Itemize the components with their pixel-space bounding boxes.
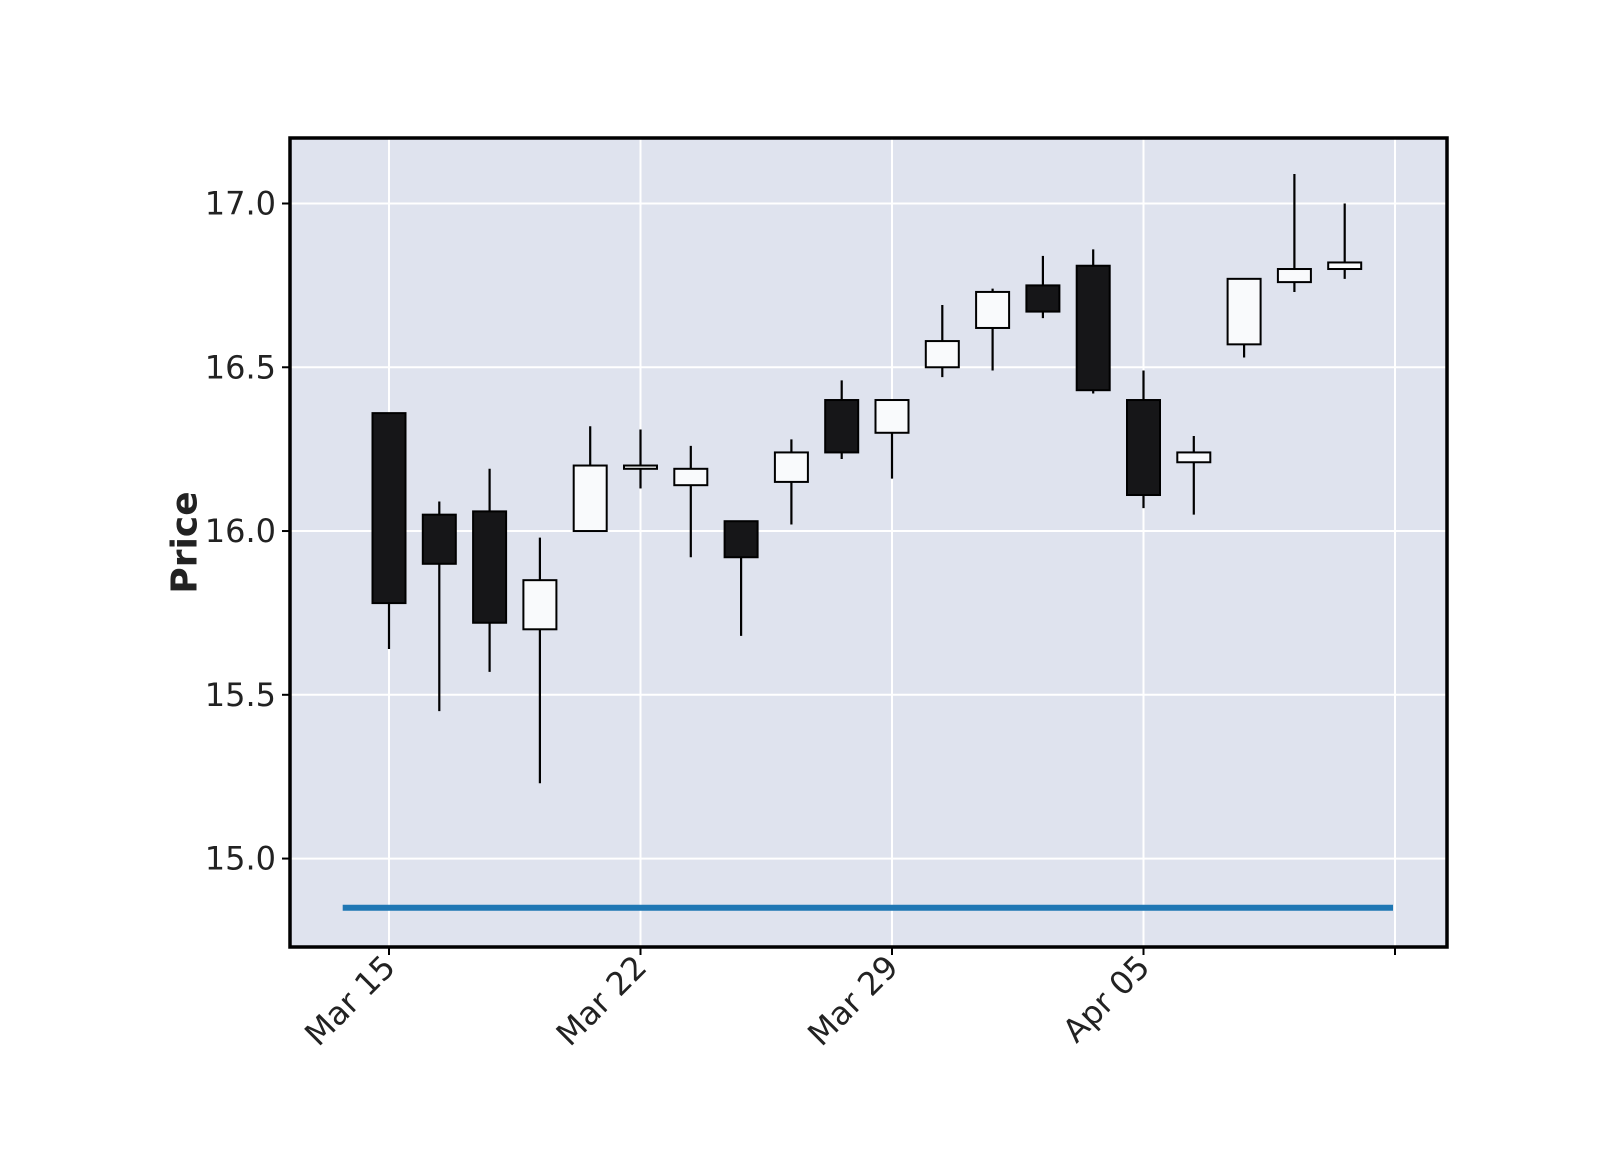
candle bbox=[421, 501, 457, 712]
y-tick-label: 15.0 bbox=[205, 840, 276, 878]
candle-body-up bbox=[623, 464, 658, 470]
x-tick-label: Mar 29 bbox=[800, 948, 906, 1054]
candle bbox=[623, 429, 658, 489]
x-tick-label: Mar 22 bbox=[549, 948, 655, 1054]
candle bbox=[572, 426, 608, 533]
candle-body-down bbox=[1075, 264, 1111, 392]
y-axis-ticks: 15.0 15.5 16.0 16.5 17.0 bbox=[205, 185, 290, 878]
candle bbox=[522, 537, 558, 784]
candle-body-up bbox=[874, 399, 910, 434]
candle bbox=[472, 468, 508, 672]
candle bbox=[1176, 436, 1212, 515]
candle bbox=[773, 439, 809, 525]
candle bbox=[874, 399, 910, 479]
y-tick-label: 15.5 bbox=[205, 676, 276, 714]
candle-body-down bbox=[421, 513, 457, 565]
candle-body-down bbox=[1126, 399, 1161, 497]
candle bbox=[673, 445, 709, 558]
plot-background bbox=[290, 138, 1447, 947]
candle-body-up bbox=[572, 464, 608, 533]
plot-frame bbox=[288, 136, 1449, 949]
candle bbox=[1276, 174, 1312, 292]
candle-body-up bbox=[673, 467, 709, 487]
candle bbox=[723, 520, 759, 636]
candle bbox=[975, 288, 1011, 371]
x-tick-label: Apr 05 bbox=[1055, 948, 1157, 1050]
y-tick-label: 16.0 bbox=[205, 512, 276, 550]
y-tick-label: 17.0 bbox=[205, 185, 276, 223]
candle-body-up bbox=[1327, 261, 1363, 271]
x-axis-ticks: Mar 15 Mar 22 Mar 29 Apr 05 bbox=[297, 947, 1396, 1054]
candle bbox=[1025, 255, 1061, 319]
candle-body-up bbox=[924, 340, 960, 369]
x-tick-label: Mar 15 bbox=[297, 948, 403, 1054]
candle-body-down bbox=[1025, 284, 1061, 313]
candle-body-up bbox=[1226, 277, 1262, 346]
y-axis-title: Price bbox=[165, 491, 206, 593]
candle-body-up bbox=[522, 579, 558, 631]
y-tick-label: 16.5 bbox=[205, 348, 276, 386]
candle bbox=[824, 380, 860, 459]
candle-body-down bbox=[723, 520, 759, 559]
candle-body-down bbox=[472, 510, 508, 624]
candle-body-down bbox=[824, 399, 860, 454]
candle bbox=[1226, 277, 1262, 358]
candle bbox=[924, 305, 960, 378]
candles bbox=[371, 174, 1363, 784]
candle bbox=[1126, 370, 1161, 509]
candle bbox=[1075, 249, 1111, 394]
candle-body-down bbox=[371, 412, 407, 605]
candle-body-up bbox=[1276, 268, 1312, 284]
candle-body-up bbox=[773, 451, 809, 483]
candle bbox=[371, 412, 407, 649]
candle-body-up bbox=[975, 290, 1011, 329]
candle-body-up bbox=[1176, 451, 1212, 464]
candle bbox=[1327, 203, 1363, 279]
